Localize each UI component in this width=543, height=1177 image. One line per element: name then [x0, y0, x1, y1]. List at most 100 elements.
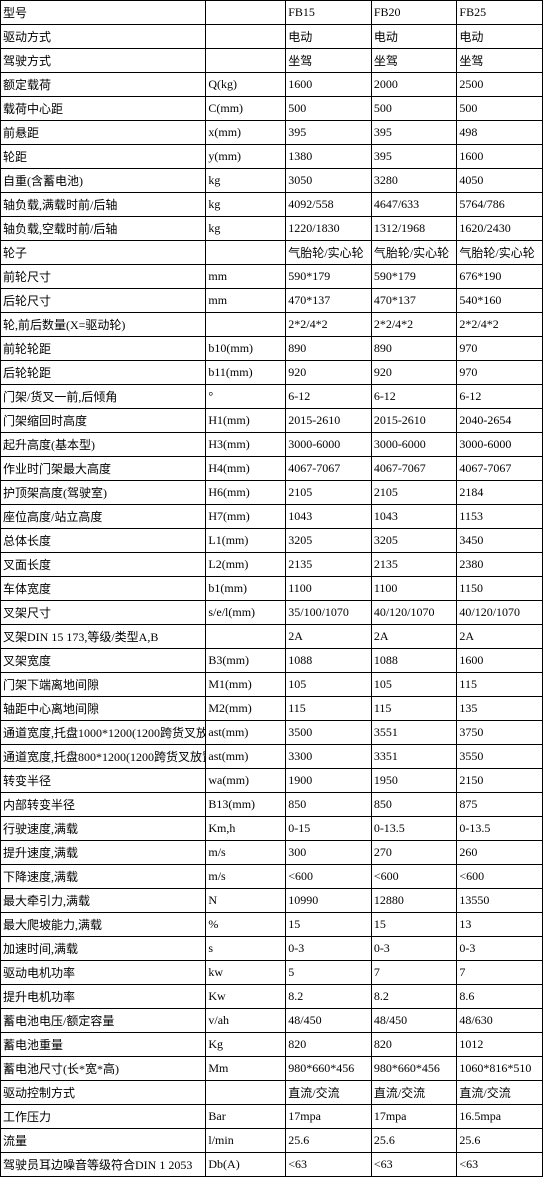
value-cell: 2500 [457, 73, 543, 97]
unit-cell: M2(mm) [206, 697, 286, 721]
value-cell: 500 [457, 97, 543, 121]
value-cell: 820 [286, 1033, 372, 1057]
value-cell: 1900 [286, 769, 372, 793]
table-row: 叉面长度L2(mm)213521352380 [1, 553, 543, 577]
row-label: 型号 [1, 1, 206, 25]
value-cell: 2150 [457, 769, 543, 793]
row-label: 内部转变半径 [1, 793, 206, 817]
row-label: 叉架DIN 15 173,等级/类型A,B [1, 625, 206, 649]
value-cell: 395 [371, 145, 457, 169]
value-cell: 直流/交流 [371, 1081, 457, 1105]
value-cell: 5 [286, 961, 372, 985]
row-label: 叉架宽度 [1, 649, 206, 673]
value-cell: 3300 [286, 745, 372, 769]
table-row: 自重(含蓄电池)kg305032804050 [1, 169, 543, 193]
unit-cell: % [206, 913, 286, 937]
table-row: 轮子气胎轮/实心轮气胎轮/实心轮气胎轮/实心轮 [1, 241, 543, 265]
unit-cell: wa(mm) [206, 769, 286, 793]
unit-cell [206, 625, 286, 649]
value-cell: 4067-7067 [371, 457, 457, 481]
value-cell: 4050 [457, 169, 543, 193]
table-row: 驾驶方式坐驾坐驾坐驾 [1, 49, 543, 73]
row-label: 轴距中心离地间隙 [1, 697, 206, 721]
unit-cell: mm [206, 289, 286, 313]
value-cell: 590*179 [286, 265, 372, 289]
value-cell: 115 [457, 673, 543, 697]
row-label: 下降速度,满载 [1, 865, 206, 889]
unit-cell: b10(mm) [206, 337, 286, 361]
row-label: 作业时门架最大高度 [1, 457, 206, 481]
value-cell: 2A [371, 625, 457, 649]
unit-cell: ast(mm) [206, 721, 286, 745]
unit-cell: ° [206, 385, 286, 409]
value-cell: <63 [371, 1153, 457, 1177]
value-cell: 4092/558 [286, 193, 372, 217]
table-row: 驱动控制方式直流/交流直流/交流直流/交流 [1, 1081, 543, 1105]
value-cell: 1380 [286, 145, 372, 169]
value-cell: 0-3 [286, 937, 372, 961]
unit-cell: H3(mm) [206, 433, 286, 457]
row-label: 通道宽度,托盘800*1200(1200跨货叉放置) [1, 745, 206, 769]
value-cell: 8.2 [371, 985, 457, 1009]
unit-cell: L2(mm) [206, 553, 286, 577]
unit-cell: b11(mm) [206, 361, 286, 385]
value-cell: 48/450 [286, 1009, 372, 1033]
value-cell: 17mpa [286, 1105, 372, 1129]
value-cell: <63 [457, 1153, 543, 1177]
value-cell: 3000-6000 [371, 433, 457, 457]
row-label: 轴负载,满载时前/后轴 [1, 193, 206, 217]
row-label: 轮,前后数量(X=驱动轮) [1, 313, 206, 337]
value-cell: 1100 [286, 577, 372, 601]
value-cell: 1088 [286, 649, 372, 673]
value-cell: 7 [371, 961, 457, 985]
value-cell: 135 [457, 697, 543, 721]
value-cell: 1600 [286, 73, 372, 97]
table-row: 起升高度(基本型)H3(mm)3000-60003000-60003000-60… [1, 433, 543, 457]
row-label: 蓄电池电压/额定容量 [1, 1009, 206, 1033]
value-cell: 坐驾 [286, 49, 372, 73]
table-row: 载荷中心距C(mm)500500500 [1, 97, 543, 121]
value-cell: 920 [371, 361, 457, 385]
value-cell: 850 [286, 793, 372, 817]
unit-cell: H6(mm) [206, 481, 286, 505]
value-cell: 1220/1830 [286, 217, 372, 241]
table-row: 轴负载,满载时前/后轴kg4092/5584647/6335764/786 [1, 193, 543, 217]
table-row: 驱动方式电动电动电动 [1, 25, 543, 49]
table-row: 流量l/min25.625.625.6 [1, 1129, 543, 1153]
value-cell: FB20 [371, 1, 457, 25]
value-cell: 500 [371, 97, 457, 121]
row-label: 工作压力 [1, 1105, 206, 1129]
table-row: 前轮尺寸mm590*179590*179676*190 [1, 265, 543, 289]
value-cell: 395 [286, 121, 372, 145]
value-cell: 气胎轮/实心轮 [457, 241, 543, 265]
row-label: 转变半径 [1, 769, 206, 793]
value-cell: 坐驾 [457, 49, 543, 73]
value-cell: 7 [457, 961, 543, 985]
unit-cell: Bar [206, 1105, 286, 1129]
table-row: 下降速度,满载m/s<600<600<600 [1, 865, 543, 889]
value-cell: 1043 [371, 505, 457, 529]
table-row: 驱动电机功率kw577 [1, 961, 543, 985]
unit-cell: y(mm) [206, 145, 286, 169]
value-cell: 980*660*456 [286, 1057, 372, 1081]
value-cell: 115 [371, 697, 457, 721]
value-cell: 10990 [286, 889, 372, 913]
value-cell: 2135 [371, 553, 457, 577]
value-cell: 气胎轮/实心轮 [371, 241, 457, 265]
value-cell: 2184 [457, 481, 543, 505]
row-label: 驱动方式 [1, 25, 206, 49]
value-cell: 直流/交流 [286, 1081, 372, 1105]
value-cell: 498 [457, 121, 543, 145]
row-label: 门架缩回时高度 [1, 409, 206, 433]
value-cell: 48/630 [457, 1009, 543, 1033]
row-label: 流量 [1, 1129, 206, 1153]
value-cell: 3450 [457, 529, 543, 553]
value-cell: 直流/交流 [457, 1081, 543, 1105]
value-cell: 25.6 [286, 1129, 372, 1153]
value-cell: <600 [457, 865, 543, 889]
spec-table: 型号FB15FB20FB25驱动方式电动电动电动驾驶方式坐驾坐驾坐驾额定载荷Q(… [0, 0, 543, 1177]
value-cell: 3280 [371, 169, 457, 193]
table-row: 蓄电池电压/额定容量v/ah48/45048/45048/630 [1, 1009, 543, 1033]
value-cell: 40/120/1070 [371, 601, 457, 625]
value-cell: 3351 [371, 745, 457, 769]
